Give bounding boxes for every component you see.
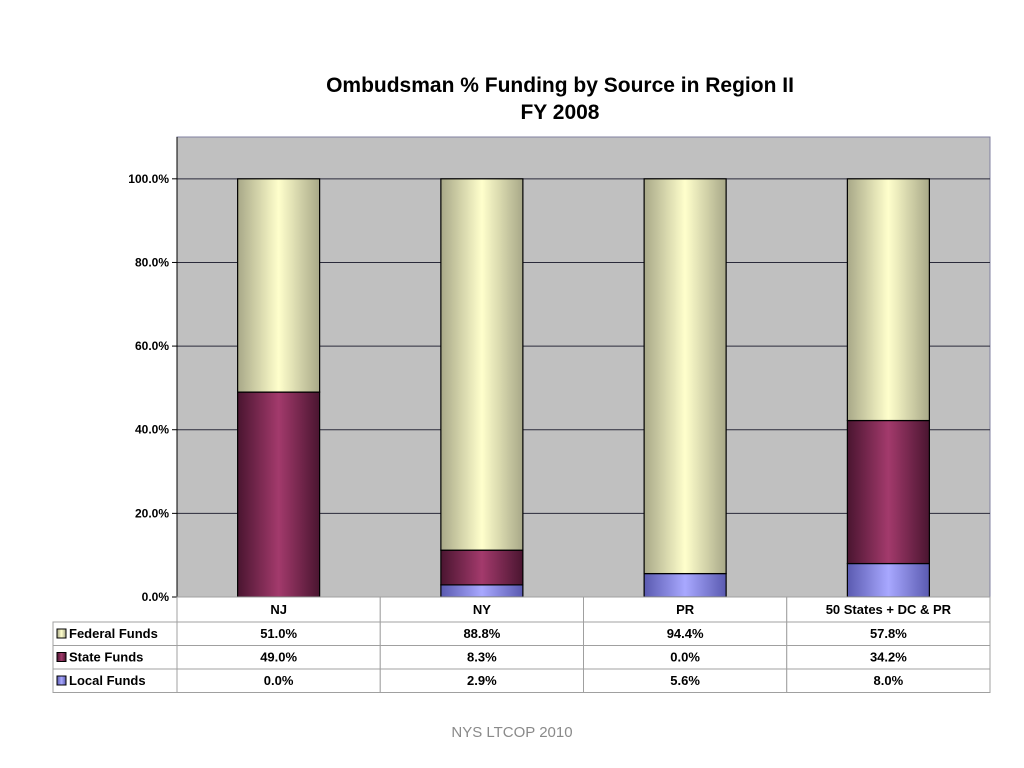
- bar-local-funds: [846, 562, 930, 598]
- chart-title-line-1: Ombudsman % Funding by Source in Region …: [326, 74, 794, 97]
- legend-swatch: [56, 628, 67, 639]
- bar-state-funds: [846, 419, 930, 565]
- data-label: 0.0%: [264, 673, 294, 688]
- bar-state-funds: [440, 549, 524, 586]
- data-label: 51.0%: [260, 626, 297, 641]
- chart-title-line-2: FY 2008: [520, 101, 600, 124]
- bar-federal-funds: [643, 178, 727, 575]
- table-cell: [786, 668, 991, 693]
- x-tick-label: NY: [473, 602, 491, 617]
- table-header-cell: [379, 596, 584, 623]
- x-tick-label: NJ: [270, 602, 287, 617]
- legend-swatch: [56, 652, 67, 662]
- y-tick-label: 0.0%: [142, 590, 170, 604]
- data-label: 57.8%: [870, 626, 907, 641]
- x-tick-label: PR: [676, 602, 695, 617]
- data-label: 8.0%: [874, 673, 904, 688]
- y-tick-label: 80.0%: [135, 255, 169, 269]
- data-label: 0.0%: [670, 650, 700, 665]
- legend-label: Local Funds: [69, 673, 146, 688]
- bar-federal-funds: [237, 178, 321, 393]
- chart-title: Ombudsman % Funding by Source in Region …: [140, 72, 980, 126]
- data-label: 2.9%: [467, 673, 497, 688]
- bar-local-funds: [643, 572, 727, 598]
- bar-state-funds: [237, 391, 321, 598]
- data-table: NJ NY PR 50 States + DC & PR Federal Funds 51…: [52, 596, 991, 693]
- legend-swatch: [56, 675, 67, 686]
- y-tick-label: 20.0%: [135, 506, 169, 520]
- data-label: 88.8%: [463, 626, 500, 641]
- legend-label: State Funds: [69, 650, 143, 665]
- data-label: 5.6%: [670, 673, 700, 688]
- y-tick-label: 60.0%: [135, 339, 169, 353]
- x-tick-label: 50 States + DC & PR: [826, 602, 952, 617]
- data-label: 94.4%: [667, 626, 704, 641]
- bar-federal-funds: [440, 178, 524, 551]
- bar-local-funds: [440, 584, 524, 598]
- footer-text: NYS LTCOP 2010: [451, 724, 573, 741]
- data-label: 8.3%: [467, 650, 497, 665]
- y-tick-label: 40.0%: [135, 423, 169, 437]
- plot-area: 0.0% 20.0% 40.0% 60.0% 80.0% 100.0%: [128, 136, 991, 604]
- bar-federal-funds: [846, 178, 930, 422]
- y-tick-label: 100.0%: [128, 172, 169, 186]
- legend-label: Federal Funds: [69, 626, 158, 641]
- data-label: 49.0%: [260, 650, 297, 665]
- data-label: 34.2%: [870, 650, 907, 665]
